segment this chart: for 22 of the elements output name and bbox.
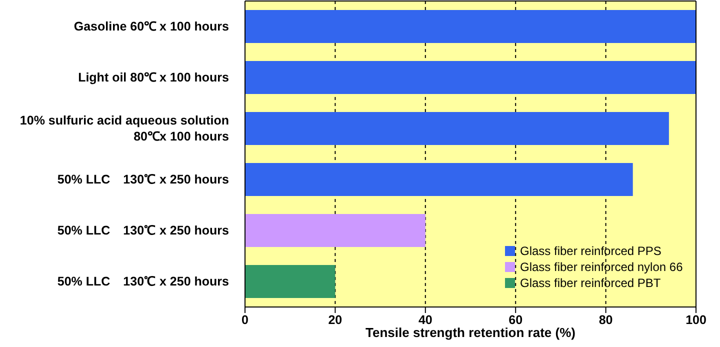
x-tick-label: 0 — [242, 312, 249, 327]
bar — [245, 265, 336, 298]
y-tick-label: Light oil 80℃ x 100 hours — [78, 70, 230, 84]
y-tick-label: 50% LLC 130℃ x 250 hours — [57, 224, 230, 238]
x-tick-label: 20 — [328, 312, 342, 327]
bar — [245, 10, 696, 43]
y-tick-label: 10% sulfuric acid aqueous solution 80℃x 100 hours — [20, 114, 230, 144]
legend-label: Glass fiber reinforced nylon 66 — [520, 260, 683, 274]
legend-label: Glass fiber reinforced PBT — [520, 276, 661, 290]
y-tick-label: 50% LLC 130℃ x 250 hours — [57, 172, 230, 186]
x-tick-label: 100 — [686, 312, 706, 327]
x-tick-label: 60 — [508, 312, 523, 327]
bar — [245, 61, 696, 94]
y-tick-label: 50% LLC 130℃ x 250 hours — [57, 274, 230, 288]
bar — [245, 112, 669, 145]
bar — [245, 214, 426, 247]
y-tick-label: Gasoline 60℃ x 100 hours — [74, 20, 230, 34]
x-axis-title: Tensile strength retention rate (%) — [366, 325, 576, 340]
bar — [245, 163, 633, 196]
x-tick-label: 40 — [418, 312, 432, 327]
x-tick-label: 80 — [598, 312, 613, 327]
legend-label: Glass fiber reinforced PPS — [520, 244, 662, 258]
